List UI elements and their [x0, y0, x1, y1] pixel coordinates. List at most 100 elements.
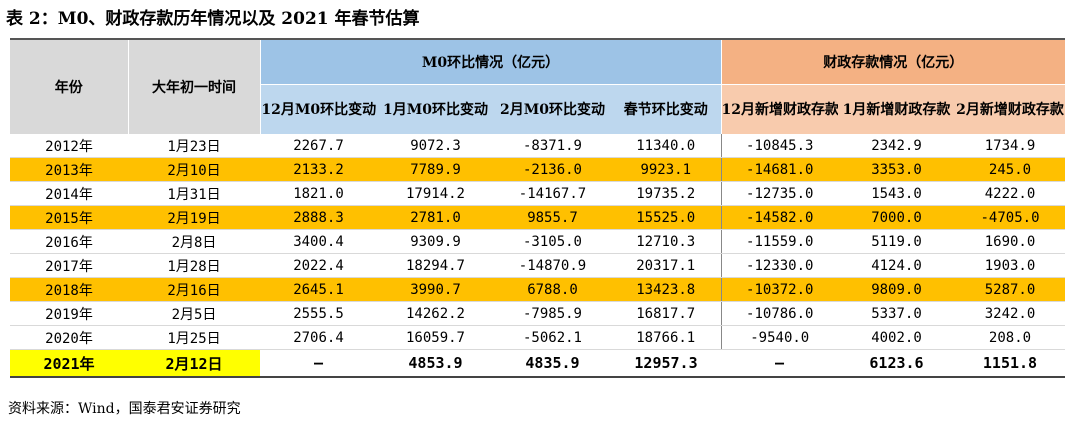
cell-value: -12330.0: [720, 253, 838, 278]
cell-value: 2133.2: [260, 157, 377, 182]
cell-date: 2月5日: [128, 301, 260, 326]
table-row: 2015年 2月19日 2888.3 2781.0 9855.7 15525.0 -1458…: [10, 205, 1066, 230]
cell-value: 2267.7: [260, 134, 377, 158]
cell-value: 2342.9: [838, 134, 955, 158]
cell-date: 1月25日: [128, 325, 260, 350]
cell-value: 4124.0: [838, 253, 955, 278]
cell-value: 2888.3: [260, 205, 377, 230]
cell-value: -12735.0: [720, 181, 838, 206]
table-body: 2012年 1月23日 2267.7 9072.3 -8371.9 11340.0 -108…: [10, 134, 1066, 378]
cell-value: 2555.5: [260, 301, 377, 326]
cell-value: 1543.0: [838, 181, 955, 206]
cell-value: 3400.4: [260, 229, 377, 254]
cell-value: 3353.0: [838, 157, 955, 182]
header-jan-m0: 1月M0环比变动: [377, 84, 494, 134]
cell-value: 9923.1: [611, 157, 721, 182]
cell-value: -14681.0: [720, 157, 838, 182]
table-row: 2012年 1月23日 2267.7 9072.3 -8371.9 11340.0 -108…: [10, 134, 1066, 158]
table-row: 2013年 2月10日 2133.2 7789.9 -2136.0 9923.1 -1468…: [10, 157, 1066, 182]
cell-value: 20317.1: [611, 253, 721, 278]
cell-date: 2月19日: [128, 205, 260, 230]
cell-date: 1月31日: [128, 181, 260, 206]
cell-value: 245.0: [955, 157, 1066, 182]
cell-value: 19735.2: [611, 181, 721, 206]
cell-date: 2月12日: [128, 349, 260, 378]
cell-value: -7985.9: [494, 301, 611, 326]
cell-value: 5119.0: [838, 229, 955, 254]
cell-value: 18766.1: [611, 325, 721, 350]
cell-date: 1月28日: [128, 253, 260, 278]
header-year: 年份: [10, 40, 129, 134]
cell-value: 16059.7: [377, 325, 494, 350]
cell-value: 208.0: [955, 325, 1066, 350]
cell-value: 5337.0: [838, 301, 955, 326]
cell-value: –: [721, 349, 838, 378]
cell-value: -4705.0: [955, 205, 1066, 230]
header-dec-m0: 12月M0环比变动: [260, 84, 377, 134]
cell-value: 7789.9: [377, 157, 494, 182]
data-table: 年份 大年初一时间 M0环比情况（亿元） 财政存款情况（亿元） 12月M0环比变…: [10, 40, 1066, 378]
cell-value: 1903.0: [955, 253, 1066, 278]
cell-value: 5287.0: [955, 277, 1066, 302]
cell-value: -14870.9: [494, 253, 611, 278]
table-row: 2017年 1月28日 2022.4 18294.7 -14870.9 20317.1 -1…: [10, 253, 1066, 278]
source-note: 资料来源：Wind，国泰君安证券研究: [8, 401, 241, 417]
cell-value: 2645.1: [260, 277, 377, 302]
cell-value: 2706.4: [260, 325, 377, 350]
cell-year: 2018年: [10, 277, 128, 302]
cell-year: 2017年: [10, 253, 128, 278]
cell-date: 2月10日: [128, 157, 260, 182]
cell-value: 2022.4: [260, 253, 377, 278]
cell-value: -2136.0: [494, 157, 611, 182]
cell-value: -11559.0: [720, 229, 838, 254]
cell-value: 4002.0: [838, 325, 955, 350]
cell-year: 2016年: [10, 229, 128, 254]
header-jan-fiscal: 1月新增财政存款: [838, 84, 955, 134]
cell-year: 2012年: [10, 134, 128, 158]
header-feb-m0: 2月M0环比变动: [494, 84, 611, 134]
header-spring-m0: 春节环比变动: [611, 84, 721, 134]
cell-value: 3990.7: [377, 277, 494, 302]
cell-year: 2020年: [10, 325, 128, 350]
cell-date: 1月23日: [128, 134, 260, 158]
cell-value: -14167.7: [494, 181, 611, 206]
table-row: 2019年 2月5日 2555.5 14262.2 -7985.9 16817.7 -107…: [10, 301, 1066, 326]
cell-year: 2013年: [10, 157, 128, 182]
cell-value: 13423.8: [611, 277, 721, 302]
cell-value: 9072.3: [377, 134, 494, 158]
cell-value: 12710.3: [611, 229, 721, 254]
table-row: 2016年 2月8日 3400.4 9309.9 -3105.0 12710.3 -1155…: [10, 229, 1066, 254]
cell-value: 4835.9: [494, 349, 611, 378]
cell-year: 2014年: [10, 181, 128, 206]
cell-value: 1821.0: [260, 181, 377, 206]
header-feb-fiscal: 2月新增财政存款: [955, 84, 1066, 134]
cell-value: 3242.0: [955, 301, 1066, 326]
cell-date: 2月8日: [128, 229, 260, 254]
cell-value: 12957.3: [611, 349, 721, 378]
table-row: 2018年 2月16日 2645.1 3990.7 6788.0 13423.8 -1037…: [10, 277, 1066, 302]
cell-year: 2015年: [10, 205, 128, 230]
cell-value: 11340.0: [611, 134, 721, 158]
cell-value: -9540.0: [720, 325, 838, 350]
cell-value: 1151.8: [955, 349, 1066, 378]
cell-value: -14582.0: [720, 205, 838, 230]
header-date: 大年初一时间: [128, 40, 261, 134]
cell-value: 7000.0: [838, 205, 955, 230]
cell-value: -10845.3: [720, 134, 838, 158]
cell-value: -10786.0: [720, 301, 838, 326]
cell-value: 2781.0: [377, 205, 494, 230]
cell-value: 9809.0: [838, 277, 955, 302]
cell-value: 15525.0: [611, 205, 721, 230]
cell-value: 6788.0: [494, 277, 611, 302]
cell-value: -5062.1: [494, 325, 611, 350]
cell-value: 4853.9: [377, 349, 494, 378]
top-rule: [10, 38, 1065, 40]
cell-value: –: [260, 349, 377, 378]
cell-value: -10372.0: [720, 277, 838, 302]
cell-date: 2月16日: [128, 277, 260, 302]
table-row: 2014年 1月31日 1821.0 17914.2 -14167.7 19735.2 -1…: [10, 181, 1066, 206]
cell-value: 16817.7: [611, 301, 721, 326]
header-m0-group: M0环比情况（亿元）: [260, 40, 721, 85]
cell-value: 1734.9: [955, 134, 1066, 158]
cell-year: 2021年: [10, 349, 128, 378]
